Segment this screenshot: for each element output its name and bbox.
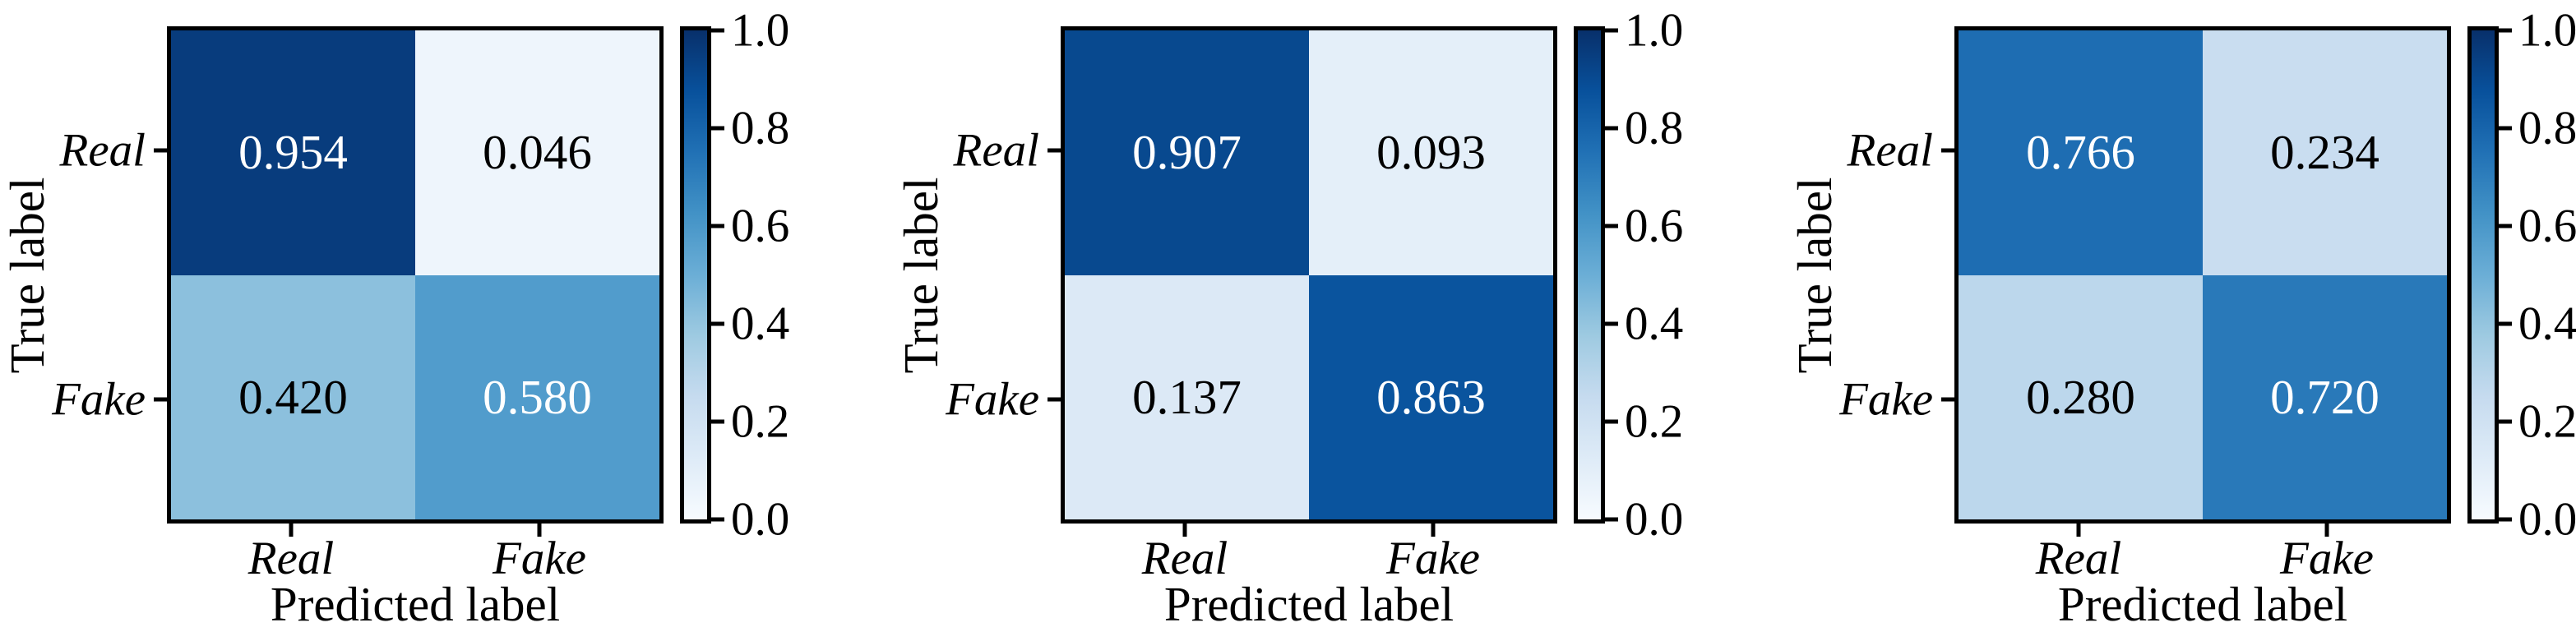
- y-tick-label-real: Real: [1847, 124, 1933, 177]
- colorbar-tick-label: 0.0: [1625, 493, 1684, 546]
- y-tick-label-fake: Fake: [946, 373, 1039, 426]
- colorbar-tick-mark: [1605, 224, 1618, 228]
- axes-2: True label Real Fake 0.907 0.093 0.137 0…: [894, 7, 1683, 629]
- colorbar-tick-mark: [2499, 321, 2512, 326]
- axes-3: True label Real Fake 0.766 0.234 0.280 0…: [1787, 7, 2576, 629]
- colorbar-tick-mark: [711, 126, 724, 131]
- colorbar-tick-mark: [2499, 224, 2512, 228]
- colorbar-tick-mark: [2499, 126, 2512, 131]
- y-axis-label: True label: [1787, 177, 1842, 373]
- x-tick-label-real: Real: [1141, 533, 1228, 584]
- colorbar-tick-mark: [2499, 517, 2512, 522]
- y-axis-label: True label: [894, 177, 948, 373]
- colorbar-gradient: [2472, 30, 2495, 519]
- colorbar-tick-label: 0.2: [2518, 395, 2576, 448]
- x-tick-label-real: Real: [2035, 533, 2122, 584]
- x-axis-label: Predicted label: [2057, 577, 2348, 631]
- x-axis-label: Predicted label: [270, 577, 561, 631]
- confusion-matrix-panel-1: True label Real Fake 0.954 0.046 0.420 0…: [0, 0, 858, 632]
- colorbar: 1.0 0.8 0.6 0.4 0.2 0.0: [1574, 7, 1683, 543]
- heatmap-cell-true-real-pred-real: 0.766: [1959, 30, 2203, 275]
- colorbar-tick-mark: [1605, 321, 1618, 326]
- y-tick-mark: [154, 397, 167, 402]
- colorbar-tick-label: 0.0: [731, 493, 790, 546]
- colorbar-tick-label: 0.2: [731, 395, 790, 448]
- y-axis-label: True label: [0, 177, 54, 373]
- y-tick-label-fake: Fake: [52, 373, 146, 426]
- colorbar-tick-label: 0.8: [1625, 102, 1684, 155]
- colorbar-tick-label: 0.0: [2518, 493, 2576, 546]
- y-tick-label-real: Real: [59, 124, 146, 177]
- colorbar-tick-label: 0.2: [1625, 395, 1684, 448]
- colorbar-tick-label: 1.0: [1625, 4, 1684, 57]
- confusion-matrix-panel-3: True label Real Fake 0.766 0.234 0.280 0…: [1718, 0, 2576, 632]
- colorbar-tick-mark: [711, 419, 724, 424]
- x-tick-label-fake: Fake: [1386, 533, 1480, 584]
- colorbar-gradient: [1578, 30, 1601, 519]
- heatmap: 0.907 0.093 0.137 0.863: [1061, 26, 1557, 524]
- x-tick-mark: [1182, 524, 1187, 537]
- heatmap-cell-true-fake-pred-real: 0.280: [1959, 274, 2203, 519]
- heatmap: 0.766 0.234 0.280 0.720: [1954, 26, 2451, 524]
- x-tick-mark: [537, 524, 542, 537]
- colorbar-tick-label: 1.0: [731, 4, 790, 57]
- axes-1: True label Real Fake 0.954 0.046 0.420 0…: [0, 7, 789, 629]
- heatmap-cell-true-real-pred-fake: 0.093: [1309, 30, 1553, 275]
- colorbar-tick-label: 0.6: [731, 200, 790, 252]
- colorbar-tick-mark: [1605, 28, 1618, 33]
- x-tick-mark: [289, 524, 294, 537]
- colorbar-tick-label: 0.4: [1625, 298, 1684, 350]
- colorbar-tick-mark: [711, 517, 724, 522]
- colorbar: 1.0 0.8 0.6 0.4 0.2 0.0: [2467, 7, 2576, 543]
- colorbar-tick-mark: [1605, 419, 1618, 424]
- y-tick-mark: [1048, 148, 1061, 153]
- colorbar-tick-mark: [2499, 28, 2512, 33]
- y-tick-mark: [1941, 397, 1954, 402]
- heatmap-cell-true-real-pred-fake: 0.234: [2203, 30, 2447, 275]
- colorbar-tick-mark: [711, 321, 724, 326]
- heatmap-cell-true-fake-pred-fake: 0.580: [415, 274, 659, 519]
- colorbar-tick-label: 1.0: [2518, 4, 2576, 57]
- y-tick-mark: [1941, 148, 1954, 153]
- colorbar-tick-label: 0.4: [731, 298, 790, 350]
- x-tick-mark: [2076, 524, 2081, 537]
- colorbar-tick-mark: [1605, 126, 1618, 131]
- y-tick-mark: [154, 148, 167, 153]
- colorbar-tick-mark: [1605, 517, 1618, 522]
- colorbar-gradient: [684, 30, 707, 519]
- colorbar-tick-label: 0.6: [1625, 200, 1684, 252]
- heatmap-cell-true-real-pred-real: 0.907: [1065, 30, 1309, 275]
- y-tick-label-fake: Fake: [1839, 373, 1933, 426]
- x-tick-mark: [1431, 524, 1436, 537]
- heatmap-cell-true-real-pred-fake: 0.046: [415, 30, 659, 275]
- colorbar-tick-label: 0.8: [2518, 102, 2576, 155]
- colorbar-tick-label: 0.8: [731, 102, 790, 155]
- colorbar-tick-label: 0.4: [2518, 298, 2576, 350]
- colorbar: 1.0 0.8 0.6 0.4 0.2 0.0: [680, 7, 789, 543]
- heatmap-cell-true-real-pred-real: 0.954: [171, 30, 415, 275]
- heatmap-cell-true-fake-pred-real: 0.420: [171, 274, 415, 519]
- y-tick-mark: [1048, 397, 1061, 402]
- x-tick-label-fake: Fake: [493, 533, 586, 584]
- colorbar-tick-mark: [2499, 419, 2512, 424]
- colorbar-tick-mark: [711, 28, 724, 33]
- heatmap-cell-true-fake-pred-real: 0.137: [1065, 274, 1309, 519]
- heatmap-cell-true-fake-pred-fake: 0.720: [2203, 274, 2447, 519]
- heatmap: 0.954 0.046 0.420 0.580: [167, 26, 664, 524]
- colorbar-tick-label: 0.6: [2518, 200, 2576, 252]
- x-tick-mark: [2324, 524, 2329, 537]
- y-tick-label-real: Real: [953, 124, 1039, 177]
- x-axis-label: Predicted label: [1163, 577, 1454, 631]
- x-tick-label-real: Real: [247, 533, 335, 584]
- colorbar-tick-mark: [711, 224, 724, 228]
- x-tick-label-fake: Fake: [2280, 533, 2374, 584]
- confusion-matrix-panel-2: True label Real Fake 0.907 0.093 0.137 0…: [858, 0, 1717, 632]
- heatmap-cell-true-fake-pred-fake: 0.863: [1309, 274, 1553, 519]
